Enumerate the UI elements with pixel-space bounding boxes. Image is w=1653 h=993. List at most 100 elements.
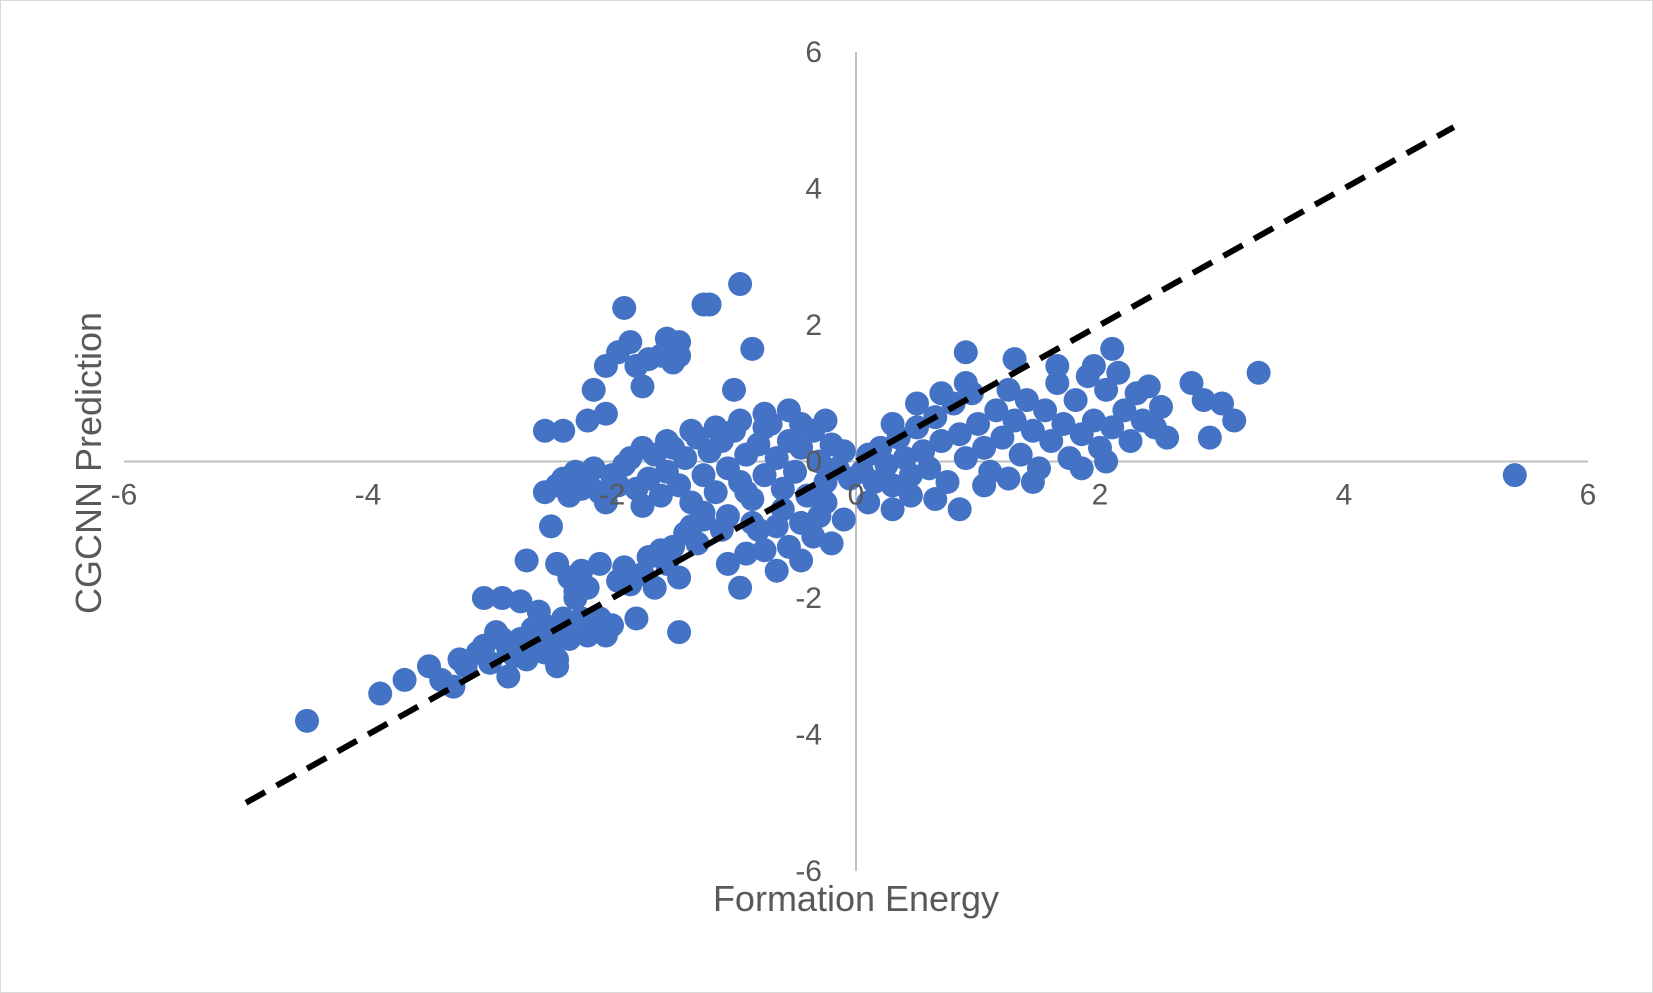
data-point (1118, 429, 1143, 454)
data-point (630, 374, 655, 399)
data-point (722, 377, 746, 402)
data-point (1051, 411, 1076, 436)
data-point (575, 575, 600, 600)
y-tick-label: -6 (795, 855, 822, 888)
data-point (600, 613, 624, 638)
data-point (1100, 336, 1125, 361)
data-point (697, 292, 722, 317)
data-point (715, 551, 740, 576)
data-point (587, 551, 612, 576)
data-point (1081, 353, 1106, 378)
data-point (1210, 391, 1234, 416)
data-point (648, 483, 673, 508)
data-point (685, 531, 710, 556)
y-axis-title: CGCNN Prediction (68, 312, 109, 614)
data-point (1014, 388, 1039, 413)
data-point (368, 681, 393, 706)
data-point (581, 456, 606, 481)
data-point (728, 408, 753, 433)
reference-line-layer (244, 124, 1456, 806)
data-point (1155, 425, 1180, 450)
data-point (856, 490, 881, 515)
data-point (1002, 347, 1027, 372)
data-point (654, 429, 679, 454)
data-point (1179, 371, 1204, 396)
data-point (764, 558, 789, 583)
data-point (789, 411, 814, 436)
data-point (1222, 408, 1247, 433)
data-point (972, 473, 997, 498)
data-point (618, 330, 643, 355)
tick-labels: -6 -4 -2 0 2 4 6 -6 -4 -2 0 2 4 6 (111, 36, 1597, 888)
data-point (1008, 442, 1033, 467)
data-point (1039, 429, 1064, 454)
y-tick-label: 2 (805, 309, 822, 342)
data-point (1136, 374, 1161, 399)
data-point (752, 463, 777, 488)
data-point (813, 408, 838, 433)
data-point (880, 411, 905, 436)
data-point (935, 469, 960, 494)
data-point (929, 381, 954, 406)
data-point (1197, 425, 1222, 450)
data-point (880, 497, 905, 522)
data-point (898, 483, 923, 508)
data-point (551, 418, 576, 443)
data-point (947, 422, 972, 447)
y-tick-label: -4 (795, 719, 822, 752)
data-point (862, 469, 887, 494)
x-tick-label: -4 (355, 479, 382, 512)
data-point (966, 411, 990, 436)
y-tick-label: -2 (795, 582, 822, 615)
data-point (734, 541, 759, 566)
data-point (831, 507, 856, 532)
data-point (630, 493, 655, 518)
data-point (789, 435, 814, 460)
data-point (1020, 418, 1045, 443)
data-point (1502, 463, 1527, 488)
data-point (1069, 456, 1094, 481)
data-point (923, 487, 948, 512)
data-point (764, 446, 789, 471)
x-tick-label: -6 (111, 479, 138, 512)
y-tick-label: 0 (805, 446, 822, 479)
data-point (996, 466, 1021, 491)
data-point (917, 456, 942, 481)
data-point (667, 343, 692, 368)
data-point (593, 490, 618, 515)
y-tick-label: 4 (805, 173, 822, 206)
data-point (532, 613, 557, 638)
data-point (679, 418, 704, 443)
data-point (984, 398, 1009, 423)
data-point (514, 548, 539, 573)
data-point (1063, 388, 1088, 413)
data-point (953, 371, 978, 396)
x-axis-title: Formation Energy (713, 878, 999, 919)
data-point (831, 439, 856, 464)
data-point (898, 463, 923, 488)
data-point (953, 446, 978, 471)
data-point (691, 463, 716, 488)
data-point (295, 708, 319, 733)
data-point (1094, 449, 1119, 474)
data-point (636, 466, 661, 491)
data-point (789, 510, 814, 535)
data-point (728, 272, 753, 297)
data-point (581, 377, 606, 402)
data-point (1045, 353, 1070, 378)
data-point (880, 473, 905, 498)
data-point (532, 418, 557, 443)
data-point (508, 589, 533, 614)
data-point (715, 504, 740, 529)
data-point (947, 497, 972, 522)
data-point (1100, 415, 1125, 440)
data-point (1106, 360, 1131, 385)
data-point (740, 336, 765, 361)
data-point (539, 514, 563, 539)
data-point (490, 586, 515, 610)
data-point (691, 500, 716, 525)
data-point (972, 435, 997, 460)
data-point (734, 480, 759, 505)
y-tick-label: 6 (805, 36, 822, 69)
